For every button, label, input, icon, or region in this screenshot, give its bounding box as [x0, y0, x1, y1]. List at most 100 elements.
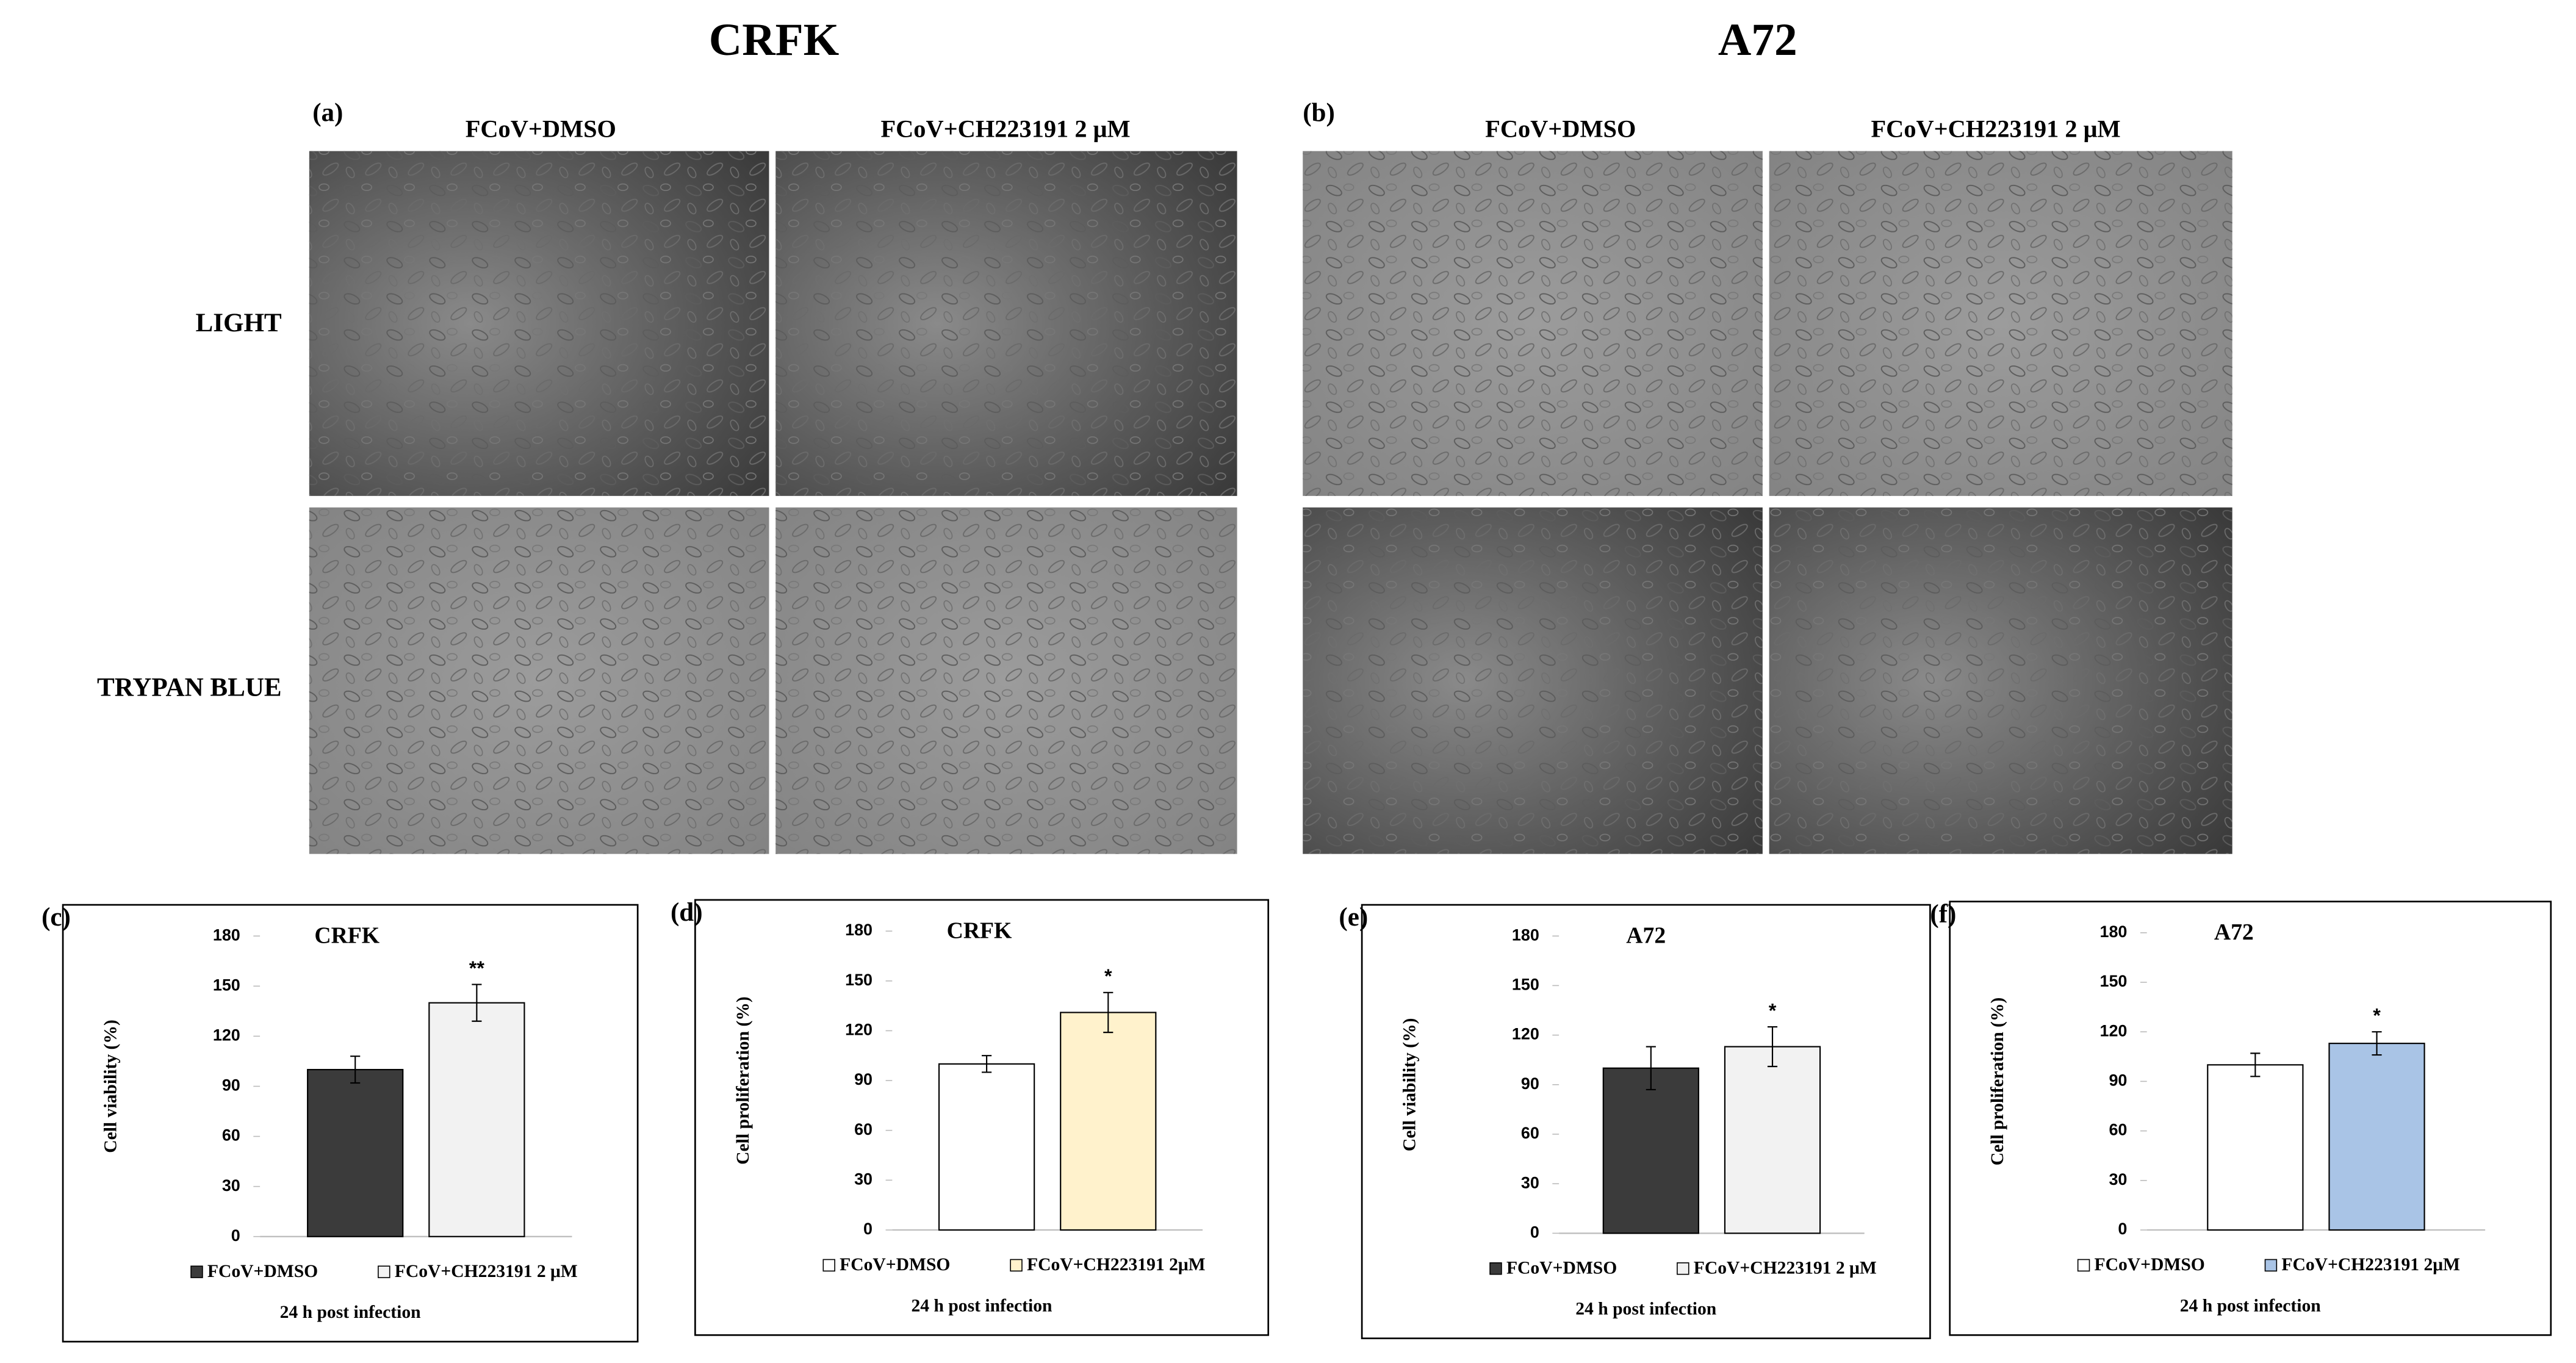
bar [2328, 1043, 2425, 1231]
y-tick-label: 60 [854, 1120, 872, 1138]
chart-title: CRFK [947, 918, 1012, 943]
chart-frame [1949, 901, 2552, 1336]
chart-title: A72 [1626, 923, 1666, 949]
bar [2207, 1064, 2304, 1231]
bar [938, 1063, 1035, 1231]
x-axis-label: 24 h post infection [280, 1303, 422, 1322]
bar [307, 1069, 404, 1237]
column-header: FCoV+CH223191 2 μM [1871, 115, 2121, 143]
bar [1724, 1046, 1821, 1234]
error-bar [1767, 1026, 1778, 1068]
error-bar [1103, 991, 1114, 1034]
legend-swatch [378, 1265, 390, 1278]
y-tick-label: 90 [222, 1076, 240, 1095]
legend-label: FCoV+CH223191 2 μM [1694, 1258, 1877, 1278]
legend-swatch [1010, 1259, 1023, 1272]
panel-label: (c) [41, 903, 71, 932]
significance: ** [469, 957, 485, 979]
error-bar [350, 1056, 361, 1084]
chart-frame [694, 899, 1270, 1336]
significance: * [1104, 965, 1112, 987]
legend-label: FCoV+DMSO [840, 1255, 950, 1275]
y-tick-label: 180 [213, 926, 240, 944]
bar [428, 1002, 525, 1237]
figure-title: A72 [1718, 15, 1797, 65]
legend-swatch [1677, 1262, 1689, 1275]
y-tick-label: 180 [2099, 922, 2127, 941]
micrograph-texture [1303, 151, 1763, 496]
x-axis-label: 24 h post infection [912, 1296, 1053, 1315]
micrographs [309, 151, 2232, 854]
y-axis-label: Cell viability (%) [101, 1020, 121, 1153]
chart-title: CRFK [314, 923, 380, 949]
micrograph-texture [1769, 151, 2232, 496]
legend-label: FCoV+DMSO [2095, 1255, 2205, 1275]
column-header: FCoV+CH223191 2 μM [881, 115, 1131, 143]
y-tick-label: 150 [2099, 972, 2127, 990]
legend-label: FCoV+DMSO [1506, 1258, 1617, 1278]
y-axis-label: Cell proliferation (%) [1988, 998, 2007, 1166]
error-bar [982, 1055, 992, 1073]
legend-swatch [2264, 1259, 2278, 1272]
y-tick-label: 120 [1512, 1025, 1539, 1043]
chart-title: A72 [2214, 919, 2254, 945]
y-tick-label: 120 [2099, 1021, 2127, 1040]
y-tick-label: 30 [854, 1170, 872, 1188]
x-axis-label: 24 h post infection [1575, 1300, 1717, 1319]
y-tick-label: 150 [1512, 975, 1539, 993]
error-bar [2250, 1052, 2261, 1077]
y-tick-label: 60 [222, 1126, 240, 1145]
row-label: LIGHT [196, 309, 282, 337]
y-tick-label: 180 [1512, 926, 1539, 944]
bar [1602, 1067, 1699, 1234]
y-tick-label: 150 [845, 971, 872, 989]
panel-label: (b) [1303, 98, 1335, 127]
y-tick-label: 30 [222, 1176, 240, 1195]
x-axis-label: 24 h post infection [2180, 1296, 2322, 1315]
significance: * [2373, 1005, 2381, 1027]
micrograph-texture [1769, 507, 2232, 854]
panel-label: (a) [312, 98, 343, 127]
y-tick-label: 60 [1521, 1124, 1539, 1142]
micrograph-texture [775, 151, 1237, 496]
error-bar [1646, 1046, 1656, 1090]
micrograph-texture [1303, 507, 1763, 854]
y-tick-label: 120 [213, 1026, 240, 1044]
panel-label: (d) [671, 898, 703, 927]
y-tick-label: 60 [2109, 1121, 2127, 1139]
figure-title: CRFK [709, 15, 840, 65]
column-header: FCoV+DMSO [1485, 115, 1636, 143]
panel-label: (f) [1930, 900, 1956, 929]
column-header: FCoV+DMSO [466, 115, 616, 143]
legend-swatch [2077, 1259, 2090, 1272]
bar [1060, 1012, 1157, 1231]
legend-label: FCoV+CH223191 2μM [1027, 1255, 1206, 1275]
y-axis-label: Cell proliferation (%) [733, 996, 753, 1165]
significance: * [1769, 999, 1777, 1021]
y-tick-label: 0 [863, 1220, 872, 1238]
y-tick-label: 90 [1521, 1074, 1539, 1093]
legend-swatch [190, 1265, 203, 1278]
legend-swatch [1489, 1262, 1502, 1275]
y-tick-label: 180 [845, 921, 872, 939]
legend-label: FCoV+DMSO [207, 1262, 318, 1281]
y-tick-label: 0 [1530, 1223, 1539, 1241]
y-tick-label: 90 [854, 1070, 872, 1088]
micrograph-texture [309, 507, 769, 854]
chart-frame [62, 904, 639, 1343]
error-bar [472, 984, 482, 1022]
y-tick-label: 30 [2109, 1170, 2127, 1189]
micrograph-texture [309, 151, 769, 496]
panel-label: (e) [1339, 903, 1368, 932]
y-tick-label: 90 [2109, 1071, 2127, 1090]
error-bar [2372, 1031, 2382, 1056]
micrograph-texture [775, 507, 1237, 854]
y-tick-label: 0 [2118, 1220, 2127, 1238]
y-axis-label: Cell viability (%) [1400, 1018, 1420, 1151]
y-tick-label: 0 [231, 1226, 240, 1245]
legend-label: FCoV+CH223191 2 μM [395, 1262, 578, 1281]
y-tick-label: 30 [1521, 1173, 1539, 1192]
y-tick-label: 150 [213, 976, 240, 994]
